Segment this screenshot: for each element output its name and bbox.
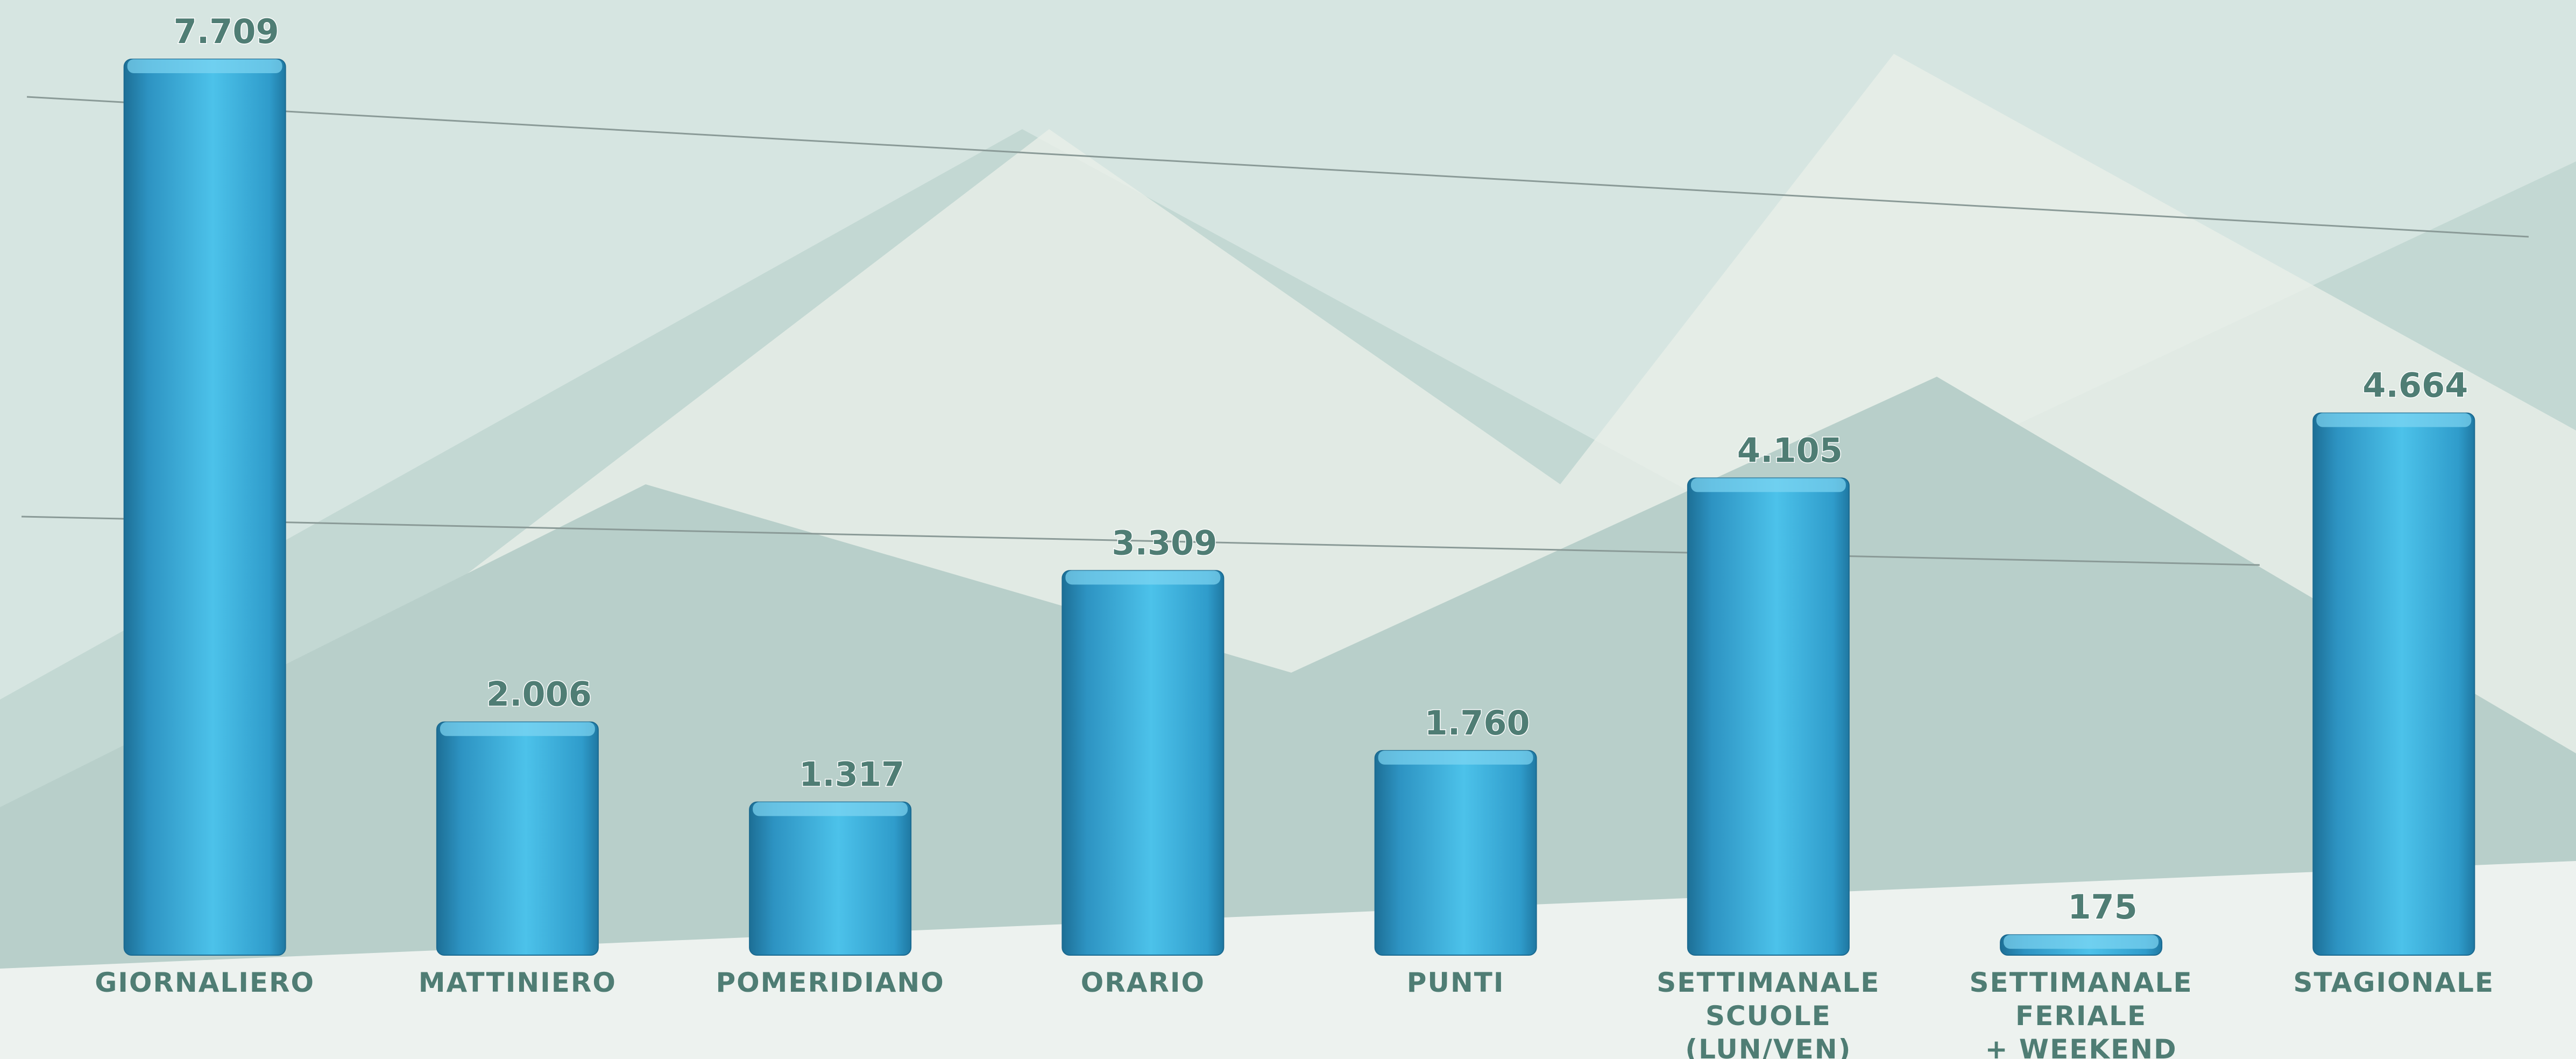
bar [1374,750,1537,956]
x-tick-label: ORARIO [1080,967,1206,998]
value-label: 7.709 [174,12,279,51]
value-label: 3.309 [1112,523,1217,562]
bar [1687,477,1850,956]
bar-cap [1065,570,1221,585]
bar-cap [1378,750,1533,765]
bar [1061,570,1225,956]
bar [123,59,286,956]
value-label: 2.006 [486,675,592,714]
x-tick-label: SETTIMANALE SCUOLE (LUN/VEN) [1657,967,1880,1059]
bar-cap [753,802,908,816]
value-label: 4.664 [2362,366,2468,405]
bar [436,721,599,956]
x-tick-label: SETTIMANALE FERIALE + WEEKEND [1969,967,2193,1059]
bar-cap [2316,413,2472,427]
value-label: 4.105 [1737,430,1843,470]
bar-group: 4.105 [1687,430,1850,956]
bar-group: 7.709 [123,11,286,956]
bar [2312,412,2475,956]
bar-cap [2004,935,2159,949]
value-label: 1.317 [799,755,904,794]
bar-group: 175 [2000,887,2163,956]
x-tick-label: MATTINIERO [418,967,617,998]
value-label: 175 [2068,887,2137,927]
bar-cap [440,722,595,736]
bar-group: 4.664 [2312,365,2475,956]
x-tick-label: POMERIDIANO [716,967,945,998]
bar-group: 3.309 [1061,523,1225,956]
bar-group: 2.006 [436,674,599,956]
x-tick-label: STAGIONALE [2293,967,2495,998]
x-tick-label: PUNTI [1406,967,1505,998]
bar-group: 1.760 [1374,702,1537,956]
x-tick-label: GIORNALIERO [95,967,315,998]
value-label: 1.760 [1425,703,1530,743]
bar-cap [127,59,282,73]
bar [749,801,912,956]
bar-group: 1.317 [749,754,912,956]
bar-cap [1690,478,1846,492]
